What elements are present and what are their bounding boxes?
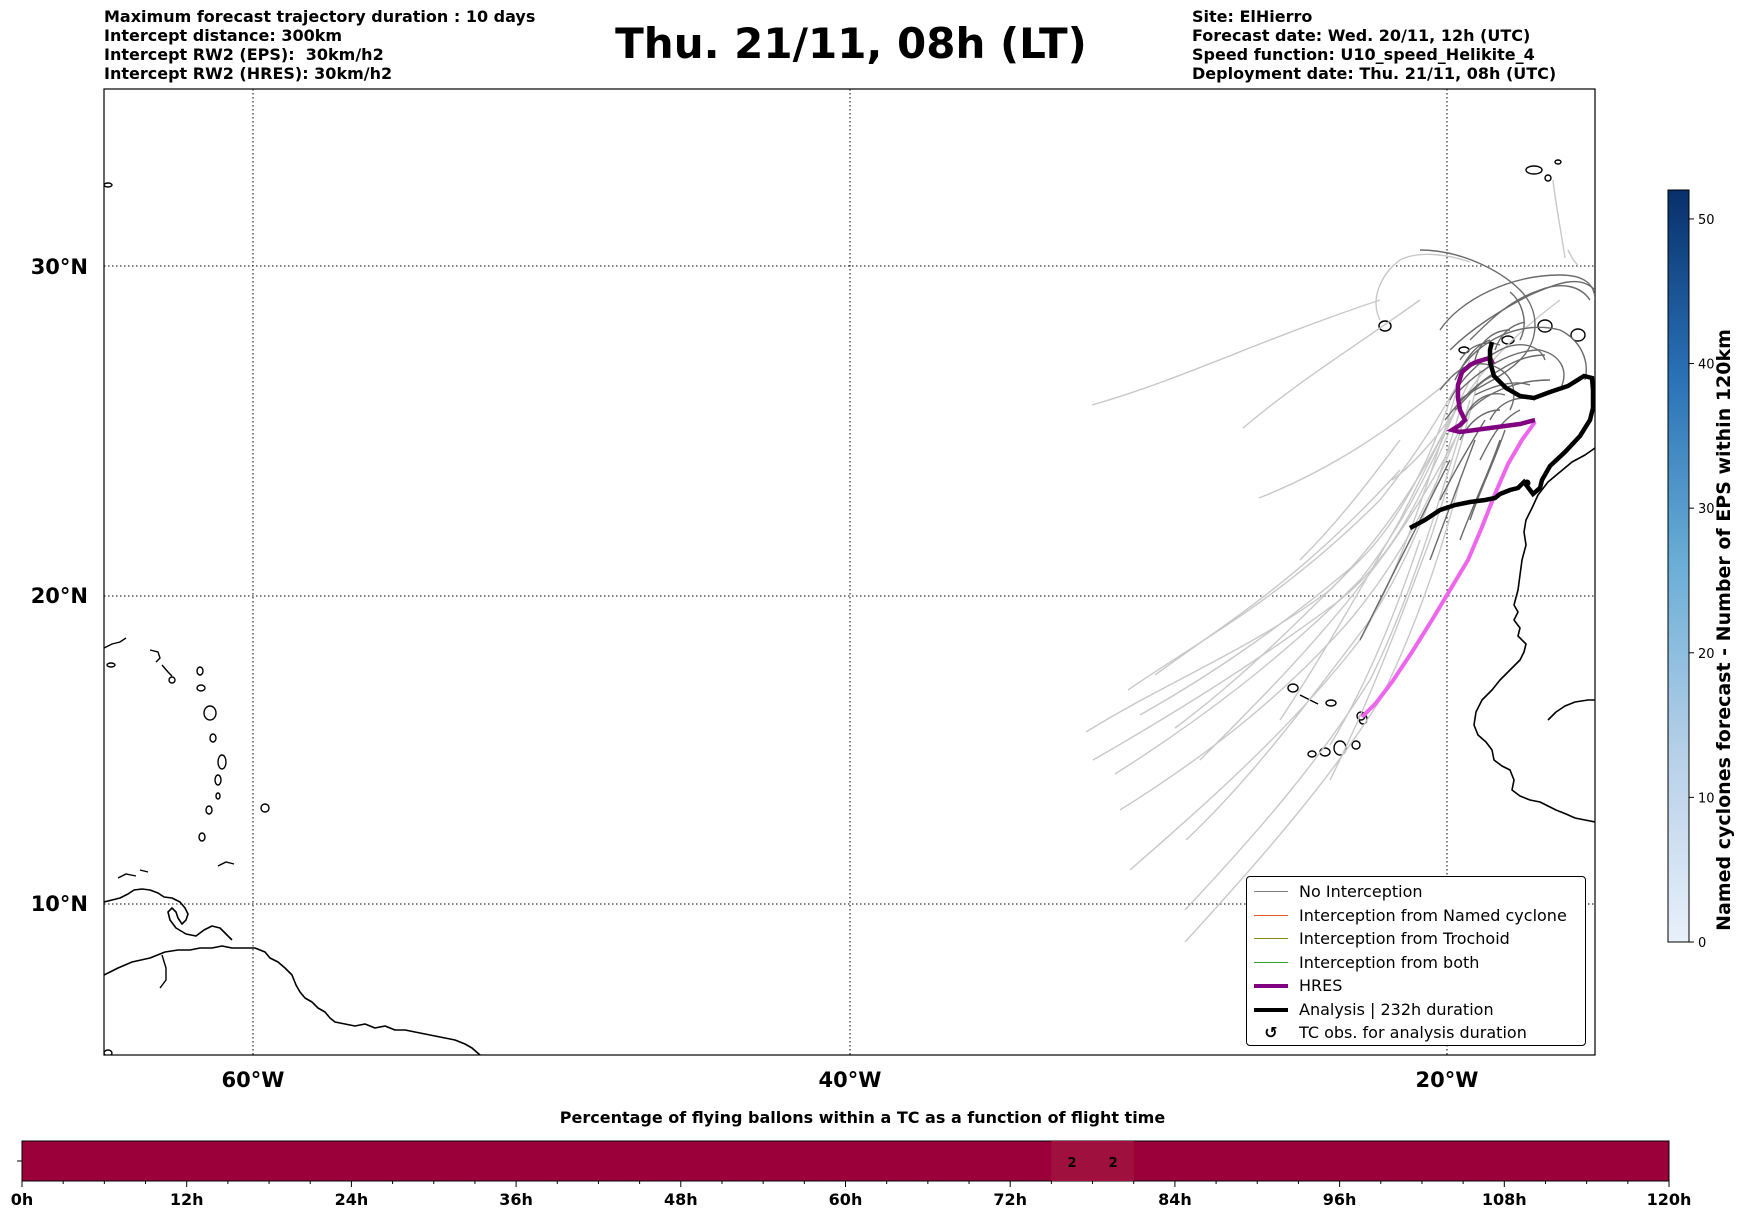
info-line: Intercept distance: 300km xyxy=(104,26,343,45)
timebar-cell xyxy=(1051,1141,1093,1181)
timebar-tick-label: 84h xyxy=(1158,1190,1192,1209)
colorbar-tick-label: 10 xyxy=(1698,791,1715,806)
legend-label: Interception from both xyxy=(1299,952,1480,972)
south-america-coastline xyxy=(104,945,481,1055)
colorbar-tick-label: 50 xyxy=(1698,213,1715,228)
lon-label: 20°W xyxy=(1416,1068,1479,1092)
colorbar-tick-label: 30 xyxy=(1698,502,1715,517)
timebar-tick-label: 48h xyxy=(664,1190,698,1209)
colorbar-tick-label: 40 xyxy=(1698,358,1715,373)
info-line: Forecast date: Wed. 20/11, 12h (UTC) xyxy=(1192,26,1531,45)
timebar-tick-label: 96h xyxy=(1323,1190,1357,1209)
timebar-tick-label: 108h xyxy=(1482,1190,1527,1209)
legend-swatch xyxy=(1254,984,1288,988)
timebar-tick-label: 60h xyxy=(829,1190,863,1209)
timebar xyxy=(21,1140,1670,1182)
legend-label: No Interception xyxy=(1299,882,1423,901)
lon-label: 40°W xyxy=(819,1068,882,1092)
senegal-coast xyxy=(1547,699,1595,721)
lon-label: 60°W xyxy=(222,1068,285,1092)
legend-swatch xyxy=(1254,938,1288,939)
legend-swatch xyxy=(1254,1007,1288,1012)
colorbar xyxy=(1667,189,1690,943)
legend-label: HRES xyxy=(1299,976,1343,995)
timebar-tick-label: 36h xyxy=(499,1190,533,1209)
legend-item: ↺ TC obs. for analysis duration xyxy=(1247,1021,1585,1044)
lat-labels: 30°N 20°N 10°N xyxy=(31,255,88,916)
legend-item: Interception from Trochoid xyxy=(1247,927,1585,950)
info-line: Site: ElHierro xyxy=(1192,7,1313,26)
timebar-cell xyxy=(1092,1141,1134,1181)
lake-maracaibo-coast xyxy=(104,888,233,941)
run-info-right: Site: ElHierro Forecast date: Wed. 20/11,… xyxy=(1192,7,1556,83)
legend-label: Analysis | 232h duration xyxy=(1299,999,1494,1019)
info-line: Intercept RW2 (HRES): 30km/h2 xyxy=(104,64,393,83)
lat-label: 10°N xyxy=(31,892,88,916)
tc-obs-marker xyxy=(1523,479,1531,487)
analysis-track xyxy=(1408,341,1595,530)
legend: No Interception Interception from Named c… xyxy=(1246,876,1586,1046)
africa-coastline xyxy=(1473,447,1595,823)
legend-label: Interception from Named cyclone xyxy=(1299,905,1567,925)
legend-swatch xyxy=(1254,891,1288,892)
info-line: Speed function: U10_speed_Helikite_4 xyxy=(1192,45,1535,64)
lat-label: 20°N xyxy=(31,584,88,608)
timebar-cell-value: 2 xyxy=(1109,1156,1118,1171)
info-line: Deployment date: Thu. 21/11, 08h (UTC) xyxy=(1192,64,1557,83)
legend-item: Interception from Named cyclone xyxy=(1247,904,1585,927)
timebar-ticks: 0h 12h 24h 36h 48h 60h 72h 84h 96h 108h 120h xyxy=(11,1181,1692,1209)
timebar-tick-label: 0h xyxy=(11,1190,34,1209)
run-info-left: Maximum forecast trajectory duration : 1… xyxy=(104,7,535,83)
caribbean-islands xyxy=(104,182,270,1055)
legend-swatch xyxy=(1254,914,1288,916)
lon-labels: 60°W 40°W 20°W xyxy=(222,1068,1479,1092)
colorbar-title: Named cyclones forecast - Number of EPS … xyxy=(1713,329,1735,931)
legend-swatch xyxy=(1254,961,1288,963)
info-line: Maximum forecast trajectory duration : 1… xyxy=(104,7,536,26)
info-line: Intercept RW2 (EPS): 30km/h2 xyxy=(104,45,384,64)
legend-label: TC obs. for analysis duration xyxy=(1299,1023,1527,1042)
hres-track xyxy=(1446,355,1536,435)
timebar-title: Percentage of flying ballons within a TC… xyxy=(559,1108,1166,1127)
legend-item: Interception from both xyxy=(1247,951,1585,974)
colorbar-tick-label: 20 xyxy=(1698,647,1715,662)
colorbar-ticks: 0 10 20 30 40 50 xyxy=(1689,213,1715,951)
legend-item: HRES xyxy=(1247,974,1585,997)
page-title: Thu. 21/11, 08h (LT) xyxy=(615,19,1087,68)
timebar-tick-label: 120h xyxy=(1647,1190,1692,1209)
legend-item: Analysis | 232h duration xyxy=(1247,998,1585,1021)
hres-early-track xyxy=(1360,420,1537,719)
legend-label: Interception from Trochoid xyxy=(1299,929,1510,948)
legend-swatch: ↺ xyxy=(1264,1023,1278,1042)
timebar-tick-label: 12h xyxy=(170,1190,204,1209)
legend-item: No Interception xyxy=(1247,880,1585,903)
timebar-cell-value: 2 xyxy=(1067,1156,1076,1171)
lat-label: 30°N xyxy=(31,255,88,279)
timebar-tick-label: 24h xyxy=(335,1190,369,1209)
timebar-tick-label: 72h xyxy=(993,1190,1027,1209)
colorbar-tick-label: 0 xyxy=(1698,936,1706,951)
